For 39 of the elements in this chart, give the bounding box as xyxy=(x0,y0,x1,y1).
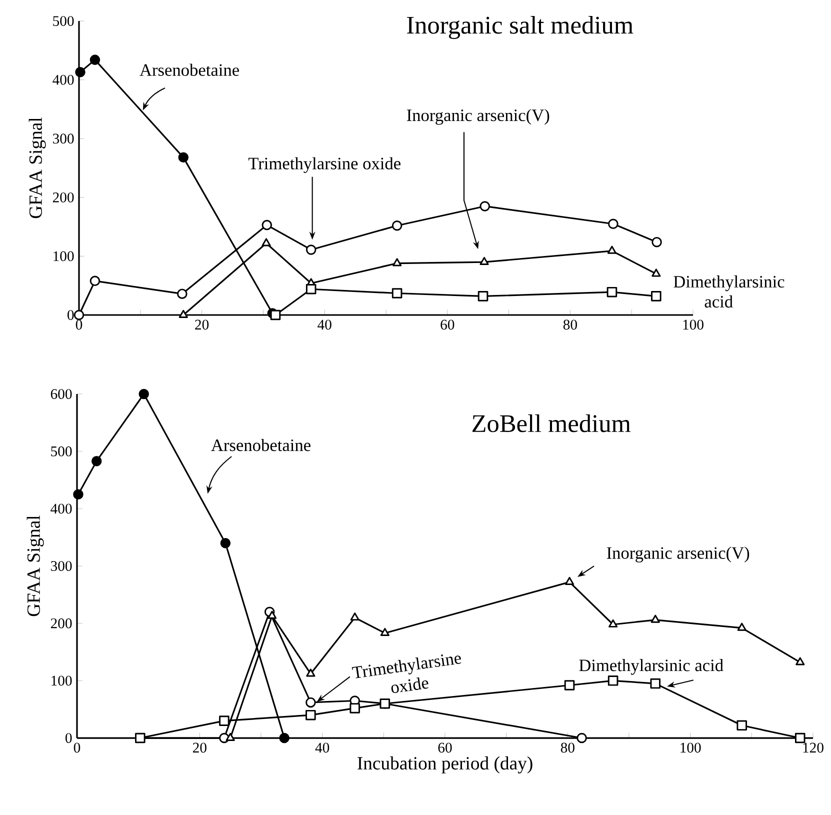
x-tick-label: 0 xyxy=(74,742,80,753)
x-axis-title: Incubation period (day) xyxy=(358,756,532,774)
y-tick-label: 0 xyxy=(68,310,74,320)
x-tick-label: 60 xyxy=(438,742,452,753)
text: Trimethylarsine oxide xyxy=(248,157,400,173)
y-tick-label: 200 xyxy=(50,618,72,628)
x-tick-label: 20 xyxy=(195,320,209,330)
y-tick-label: 0 xyxy=(66,733,72,743)
x-tick-label: 60 xyxy=(440,320,454,330)
y-tick-label: 400 xyxy=(50,504,72,514)
series-label: Dimethylarsinic acid xyxy=(579,659,724,675)
series-label: Arsenobetaine xyxy=(211,438,310,452)
x-tick-label: 100 xyxy=(683,320,704,330)
y-tick-label: 300 xyxy=(51,561,72,571)
y-tick-label: 100 xyxy=(52,676,72,686)
chart-title: Inorganic salt medium xyxy=(407,16,634,39)
y-tick-label: 100 xyxy=(54,251,74,262)
x-tick-label: 20 xyxy=(192,742,206,753)
y-tick-label: 400 xyxy=(52,74,74,85)
y-tick-label: 500 xyxy=(53,16,74,26)
text: Inorganic arsenic(V) xyxy=(606,546,750,562)
y-axis-title: GFAA Signal xyxy=(28,118,46,218)
x-tick-label: 80 xyxy=(563,320,577,330)
text: Inorganic arsenic(V) xyxy=(406,108,550,125)
x-tick-label: 120 xyxy=(803,742,824,753)
x-tick-label: 40 xyxy=(315,742,330,753)
text: Trimethylarsine oxide xyxy=(352,654,462,694)
x-tick-label: 80 xyxy=(560,742,574,753)
text: ZoBell medium xyxy=(472,414,631,432)
y-tick-label: 300 xyxy=(53,134,74,144)
series-label: Arsenobetaine xyxy=(140,64,239,76)
x-tick-label: 0 xyxy=(76,320,82,330)
y-axis-title: GFAA Signal xyxy=(26,516,44,616)
x-tick-label: 40 xyxy=(318,320,332,330)
x-tick-label: 100 xyxy=(680,742,701,753)
y-tick-label: 200 xyxy=(52,192,74,202)
y-tick-label: 500 xyxy=(51,446,72,456)
y-tick-label: 600 xyxy=(50,389,72,399)
series-label: Dimethylarsinic acid xyxy=(674,275,784,308)
